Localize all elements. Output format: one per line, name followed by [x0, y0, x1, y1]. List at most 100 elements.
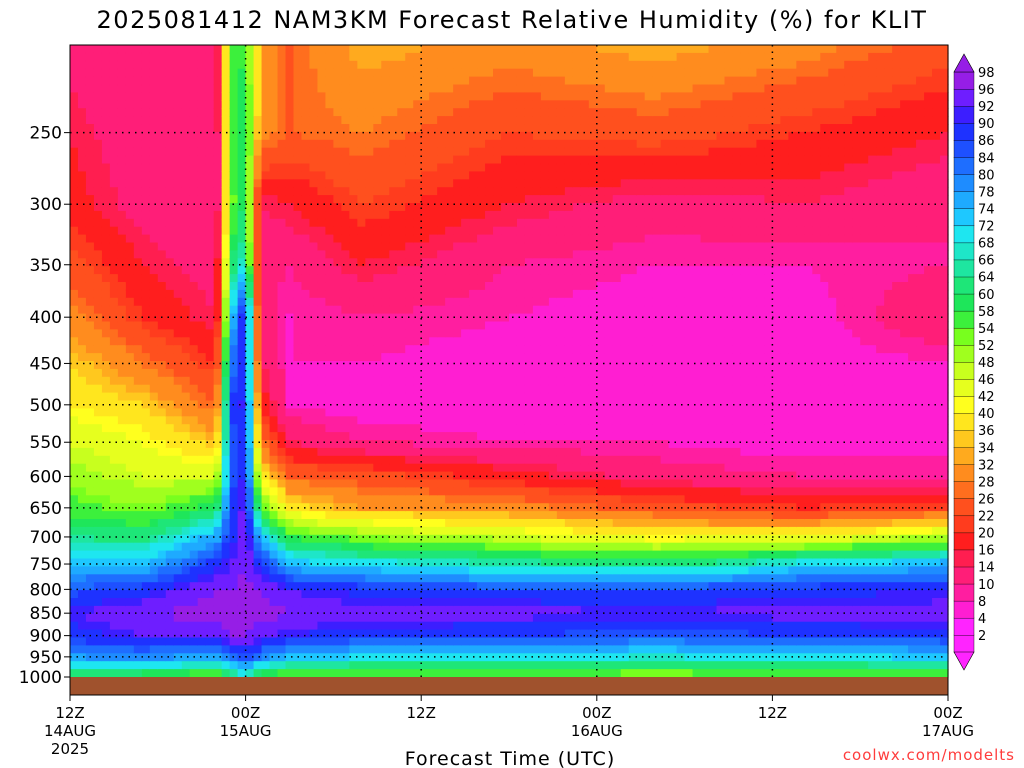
- rh-cell: [493, 337, 502, 346]
- rh-cell: [564, 124, 574, 133]
- rh-cell: [189, 621, 199, 631]
- rh-cell: [165, 669, 175, 678]
- rh-cell: [309, 621, 319, 631]
- rh-cell: [493, 258, 502, 267]
- rh-cell: [189, 519, 199, 528]
- rh-cell: [229, 558, 239, 567]
- rh-cell: [93, 116, 103, 125]
- rh-cell: [485, 353, 494, 362]
- rh-cell: [365, 424, 374, 433]
- rh-cell: [261, 392, 271, 402]
- rh-cell: [325, 526, 334, 536]
- rh-cell: [301, 353, 311, 362]
- rh-cell: [477, 147, 486, 157]
- rh-cell: [181, 250, 191, 259]
- rh-cell: [381, 60, 390, 70]
- rh-cell: [317, 582, 327, 591]
- rh-cell: [405, 463, 414, 473]
- rh-cell: [197, 131, 207, 141]
- rh-cell: [445, 108, 454, 117]
- rh-cell: [165, 511, 175, 520]
- rh-cell: [277, 384, 287, 394]
- rh-cell: [237, 234, 247, 244]
- rh-cell: [333, 511, 342, 520]
- rh-cell: [141, 503, 151, 512]
- rh-cell: [117, 60, 127, 70]
- rh-cell: [509, 266, 518, 275]
- rh-cell: [197, 368, 207, 378]
- rh-cell: [237, 52, 247, 62]
- rh-cell: [157, 68, 167, 78]
- rh-cell: [125, 329, 135, 338]
- rh-cell: [548, 550, 558, 560]
- rh-cell: [93, 605, 103, 615]
- rh-cell: [261, 203, 271, 212]
- rh-cell: [301, 329, 311, 338]
- rh-cell: [285, 131, 295, 141]
- rh-cell: [181, 234, 191, 244]
- rh-cell: [516, 282, 526, 291]
- rh-cell: [421, 124, 430, 133]
- rh-cell: [485, 313, 494, 323]
- rh-cell: [277, 52, 287, 62]
- rh-cell: [421, 598, 430, 607]
- rh-cell: [85, 45, 95, 54]
- rh-cell: [221, 282, 231, 291]
- rh-cell: [325, 305, 334, 315]
- rh-cell: [548, 52, 558, 62]
- rh-cell: [141, 329, 151, 338]
- rh-cell: [101, 582, 111, 591]
- rh-cell: [461, 282, 470, 291]
- rh-cell: [85, 669, 95, 678]
- rh-cell: [101, 297, 111, 307]
- rh-cell: [317, 313, 327, 323]
- rh-cell: [413, 598, 422, 607]
- rh-cell: [437, 455, 446, 465]
- rh-cell: [189, 321, 199, 330]
- rh-cell: [532, 321, 542, 330]
- rh-cell: [85, 139, 95, 149]
- rh-cell: [85, 487, 95, 496]
- rh-cell: [269, 353, 279, 362]
- rh-cell: [277, 234, 287, 244]
- rh-cell: [365, 60, 374, 70]
- rh-cell: [125, 542, 135, 552]
- rh-cell: [205, 550, 215, 560]
- rh-cell: [269, 147, 279, 157]
- rh-cell: [261, 558, 271, 567]
- rh-cell: [229, 171, 239, 180]
- rh-cell: [77, 100, 87, 109]
- rh-cell: [485, 266, 494, 275]
- rh-cell: [373, 171, 382, 180]
- rh-cell: [301, 60, 311, 70]
- rh-cell: [221, 558, 231, 567]
- rh-cell: [516, 519, 526, 528]
- rh-cell: [397, 479, 406, 488]
- rh-cell: [245, 463, 255, 473]
- rh-cell: [381, 179, 390, 188]
- rh-cell: [548, 139, 558, 149]
- rh-cell: [101, 361, 111, 370]
- rh-cell: [493, 195, 502, 204]
- rh-cell: [301, 424, 311, 433]
- rh-cell: [221, 542, 231, 552]
- rh-cell: [445, 242, 454, 251]
- rh-cell: [269, 558, 279, 567]
- rh-cell: [101, 250, 111, 259]
- rh-cell: [429, 590, 438, 599]
- rh-cell: [269, 629, 279, 639]
- rh-cell: [437, 353, 446, 362]
- rh-cell: [133, 171, 143, 180]
- rh-cell: [317, 203, 327, 212]
- rh-cell: [429, 313, 438, 323]
- rh-cell: [277, 613, 287, 623]
- rh-cell: [93, 203, 103, 212]
- rh-cell: [389, 637, 398, 646]
- rh-cell: [93, 60, 103, 70]
- rh-cell: [341, 574, 350, 583]
- rh-cell: [93, 242, 103, 251]
- rh-cell: [157, 131, 167, 141]
- rh-cell: [197, 321, 207, 330]
- rh-cell: [381, 187, 390, 196]
- rh-cell: [397, 345, 406, 354]
